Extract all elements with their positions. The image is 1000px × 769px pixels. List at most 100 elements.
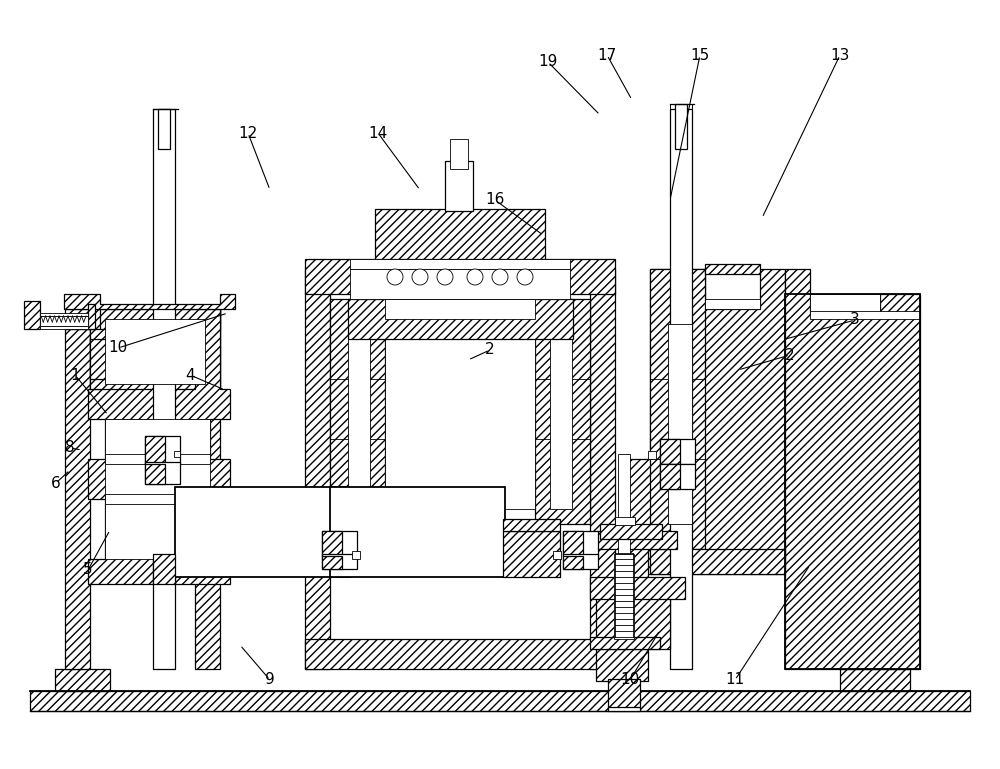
Bar [445, 161, 473, 211]
Bar [40, 313, 88, 316]
Bar [153, 109, 175, 669]
Bar [145, 462, 180, 484]
Polygon shape [90, 329, 195, 389]
Bar [40, 326, 88, 329]
Bar [608, 707, 640, 711]
Polygon shape [375, 209, 545, 259]
Text: 2: 2 [785, 348, 795, 362]
Polygon shape [650, 269, 705, 549]
Bar [810, 311, 920, 319]
Bar [705, 299, 760, 309]
Bar [40, 316, 88, 326]
Polygon shape [305, 269, 330, 669]
Text: 15: 15 [690, 48, 710, 62]
Bar [660, 464, 695, 489]
Bar [24, 301, 40, 329]
Bar [348, 324, 370, 509]
Text: 14: 14 [368, 125, 388, 141]
Polygon shape [348, 299, 573, 339]
Polygon shape [785, 269, 920, 669]
Bar [563, 554, 598, 569]
Polygon shape [322, 556, 342, 569]
Circle shape [412, 269, 428, 285]
Circle shape [492, 269, 508, 285]
Text: 11: 11 [725, 673, 745, 687]
Bar [553, 551, 561, 559]
Bar [614, 554, 634, 639]
Text: 12: 12 [238, 125, 258, 141]
Polygon shape [596, 544, 670, 649]
Polygon shape [90, 339, 195, 379]
Bar [105, 494, 210, 504]
Bar [88, 304, 95, 329]
Text: 13: 13 [830, 48, 850, 62]
Bar [105, 454, 210, 464]
Bar [670, 109, 692, 669]
Text: 19: 19 [538, 55, 558, 69]
Text: 1: 1 [70, 368, 80, 382]
Polygon shape [608, 679, 640, 709]
Bar [600, 524, 662, 539]
Bar [668, 324, 692, 524]
Polygon shape [195, 309, 220, 669]
Bar [322, 554, 357, 569]
Text: 3: 3 [850, 312, 860, 328]
Bar [305, 639, 615, 669]
Polygon shape [30, 691, 970, 711]
Polygon shape [563, 556, 583, 569]
Text: 17: 17 [597, 48, 617, 62]
Bar [450, 139, 468, 169]
Polygon shape [590, 269, 615, 669]
Polygon shape [503, 531, 560, 577]
Polygon shape [305, 259, 615, 294]
Text: 5: 5 [83, 562, 93, 578]
Bar [158, 109, 170, 149]
Bar [105, 319, 205, 384]
Polygon shape [64, 294, 235, 309]
Bar [153, 554, 175, 584]
Bar [550, 324, 572, 509]
Circle shape [467, 269, 483, 285]
Text: 4: 4 [185, 368, 195, 382]
Bar [322, 531, 357, 556]
Polygon shape [145, 436, 165, 464]
Bar [175, 487, 350, 577]
Polygon shape [90, 309, 220, 389]
Bar [618, 454, 630, 554]
Polygon shape [322, 531, 342, 556]
Bar [785, 294, 920, 669]
Bar [615, 517, 635, 525]
Bar [350, 259, 570, 269]
Polygon shape [88, 309, 230, 584]
Bar [385, 299, 535, 509]
Polygon shape [596, 649, 648, 681]
Polygon shape [840, 669, 910, 691]
Bar [352, 551, 360, 559]
Bar [810, 294, 880, 314]
Bar [675, 104, 687, 149]
Bar [385, 299, 535, 319]
Polygon shape [65, 309, 220, 329]
Text: 10: 10 [108, 341, 128, 355]
Bar [650, 549, 785, 574]
Bar [563, 531, 598, 556]
Bar [503, 519, 560, 531]
Circle shape [387, 269, 403, 285]
Bar [174, 451, 180, 457]
Bar [105, 419, 210, 559]
Text: 2: 2 [485, 342, 495, 358]
Text: 10: 10 [620, 673, 640, 687]
Text: 9: 9 [265, 673, 275, 687]
Bar [590, 577, 685, 599]
Circle shape [437, 269, 453, 285]
Polygon shape [55, 669, 110, 691]
Text: 6: 6 [51, 475, 61, 491]
Polygon shape [330, 299, 385, 524]
Text: 8: 8 [65, 441, 75, 455]
Polygon shape [535, 299, 590, 524]
Bar [330, 487, 505, 577]
Polygon shape [660, 464, 680, 489]
Polygon shape [660, 439, 680, 464]
Bar [145, 436, 180, 464]
Bar [350, 269, 570, 299]
